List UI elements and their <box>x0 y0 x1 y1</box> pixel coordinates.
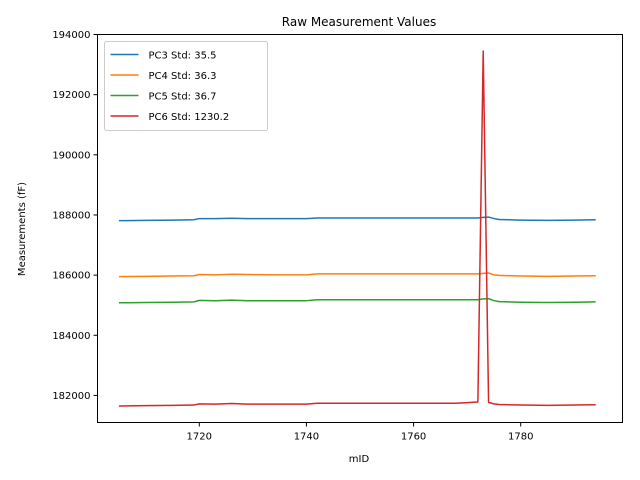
y-tick-label: 186000 <box>52 271 90 282</box>
legend-label: PC6 Std: 1230.2 <box>149 112 230 123</box>
chart-title: Raw Measurement Values <box>282 15 436 29</box>
y-tick-label: 188000 <box>52 210 90 221</box>
series-line-6 <box>118 50 596 407</box>
y-axis-ticks: 182000 184000 186000 188000 190000 192000 1940… <box>52 30 98 402</box>
series-line-3 <box>118 216 596 222</box>
x-tick-label: 1720 <box>187 432 212 443</box>
series-lines <box>118 50 596 407</box>
y-tick-label: 184000 <box>52 331 90 342</box>
series-line-4 <box>118 272 596 278</box>
legend-label: PC4 Std: 36.3 <box>149 71 217 82</box>
y-tick-label: 192000 <box>52 90 90 101</box>
x-tick-label: 1740 <box>294 432 319 443</box>
legend-label: PC3 Std: 35.5 <box>149 51 217 62</box>
x-tick-label: 1780 <box>508 432 533 443</box>
series-line-5 <box>118 297 596 304</box>
y-tick-label: 182000 <box>52 391 90 402</box>
y-tick-label: 194000 <box>52 30 90 41</box>
y-tick-label: 190000 <box>52 150 90 161</box>
x-tick-label: 1760 <box>401 432 426 443</box>
legend: PC3 Std: 35.5 PC4 Std: 36.3 PC5 Std: 36.7 P… <box>104 41 268 131</box>
x-axis-ticks: 1720 1740 1760 1780 <box>187 422 533 443</box>
legend-box <box>104 41 268 131</box>
legend-label: PC5 Std: 36.7 <box>149 92 217 103</box>
y-axis-label: Measurements (fF) <box>17 182 28 276</box>
x-axis-label: mID <box>349 454 370 465</box>
plot-frame <box>97 34 623 423</box>
